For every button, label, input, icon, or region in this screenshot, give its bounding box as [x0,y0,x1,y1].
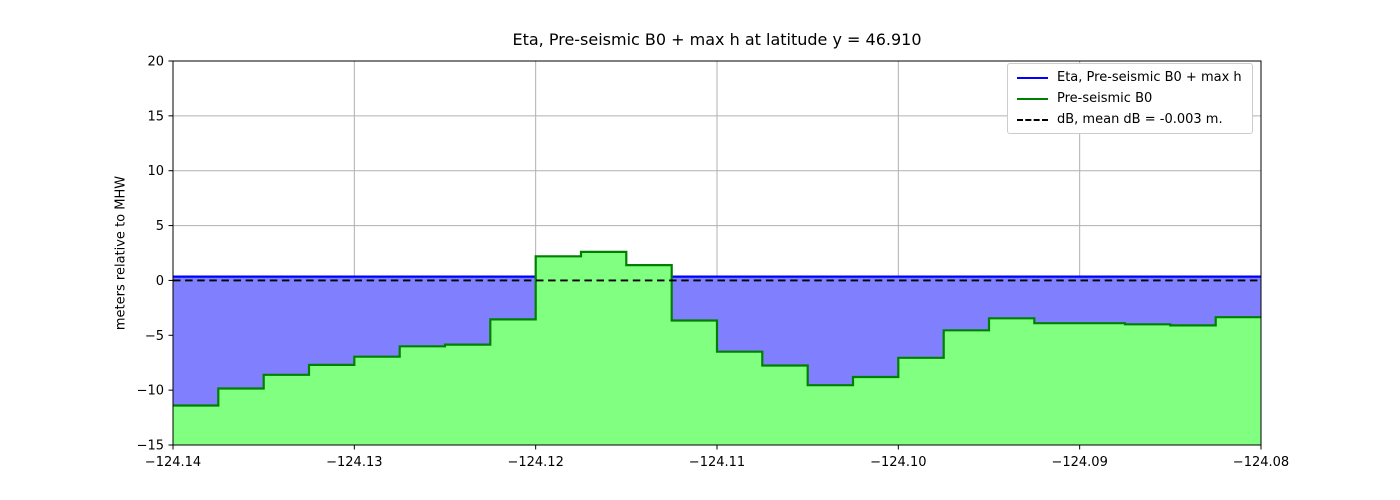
x-tick-label: −124.13 [326,455,382,470]
b0-step-line [173,250,1261,407]
x-tick-label: −124.11 [689,455,745,470]
legend-label-b0: Pre-seismic B0 [1057,91,1153,106]
chart-title: Eta, Pre-seismic B0 + max h at latitude … [512,30,922,49]
x-tick-label: −124.09 [1051,455,1107,470]
legend-entry-db: dB, mean dB = -0.003 m. [1017,112,1242,127]
y-tick-label: −5 [145,329,164,344]
y-tick-label: 20 [147,55,164,70]
legend: Eta, Pre-seismic B0 + max h Pre-seismic … [1007,63,1253,134]
x-tick-label: −124.10 [870,455,926,470]
y-tick-label: 10 [147,164,164,179]
db-line-sample [1017,118,1048,121]
y-tick-label: −10 [137,384,164,399]
b0-line-sample [1017,97,1048,100]
x-tick-label: −124.14 [145,455,201,470]
legend-entry-b0: Pre-seismic B0 [1017,91,1242,106]
y-tick-label: 15 [147,109,164,124]
x-tick-label: −124.12 [507,455,563,470]
legend-label-db: dB, mean dB = -0.003 m. [1057,112,1223,127]
y-tick-label: −15 [137,439,164,454]
legend-entry-eta: Eta, Pre-seismic B0 + max h [1017,70,1242,85]
legend-label-eta: Eta, Pre-seismic B0 + max h [1057,70,1242,85]
y-tick-label: 0 [156,274,164,289]
x-tick-label: −124.08 [1233,455,1289,470]
eta-line-sample [1017,76,1048,79]
y-tick-label: 5 [156,219,164,234]
